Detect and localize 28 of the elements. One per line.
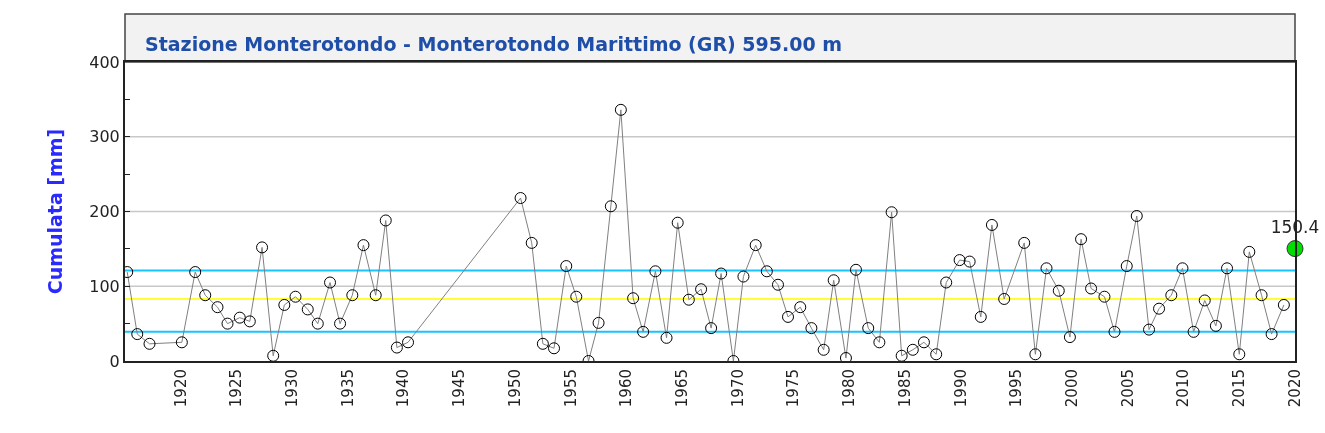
x-tick-label: 1925 (227, 369, 246, 408)
x-tick-label: 1970 (728, 369, 747, 408)
y-tick-label: 400 (89, 52, 120, 72)
x-tick-label: 1945 (450, 369, 469, 408)
y-tick-label: 0 (109, 351, 120, 371)
x-tick-label: 1995 (1007, 369, 1026, 408)
x-tick-label: 1965 (673, 369, 692, 408)
x-tick-label: 2000 (1063, 369, 1082, 408)
x-tick-label: 1985 (895, 369, 914, 408)
x-tick-label: 2005 (1118, 369, 1137, 408)
x-tick-label: 2015 (1230, 369, 1249, 408)
x-tick-label: 1920 (171, 369, 190, 408)
chart-title: Stazione Monterotondo - Monterotondo Marittimo (GR) 595.00 m (145, 32, 843, 55)
x-tick-label: 2010 (1174, 369, 1193, 408)
y-tick-label: 100 (89, 276, 120, 296)
y-tick-label: 200 (89, 202, 120, 222)
x-tick-label: 1935 (338, 369, 357, 408)
x-tick-label: 1975 (784, 369, 803, 408)
y-tick-label: 300 (89, 127, 120, 147)
x-tick-label: 1960 (617, 369, 636, 408)
y-axis-title: Cumulata [mm] (43, 128, 66, 295)
x-tick-label: 1955 (561, 369, 580, 408)
x-tick-label: 1990 (951, 369, 970, 408)
x-tick-label: 2020 (1285, 369, 1304, 408)
x-tick-label: 1930 (283, 369, 302, 408)
x-tick-label: 1950 (505, 369, 524, 408)
x-tick-label: 1980 (840, 369, 859, 408)
x-tick-label: 1940 (394, 369, 413, 408)
